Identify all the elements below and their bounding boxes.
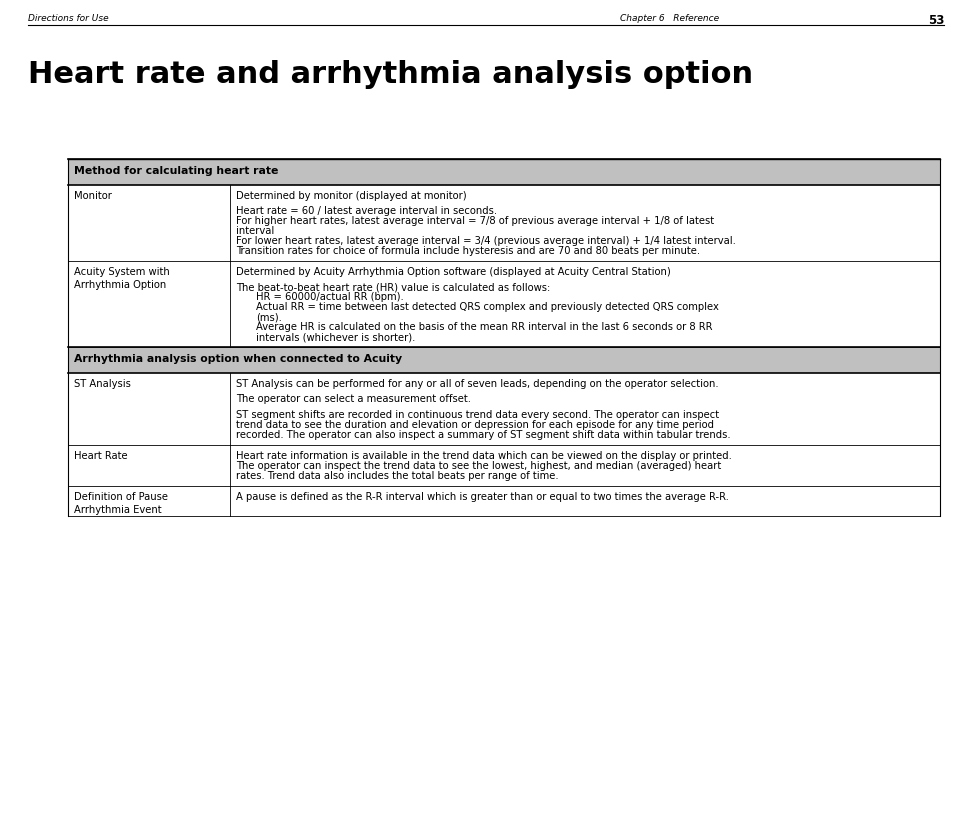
Text: Monitor: Monitor [74, 191, 112, 201]
Text: interval: interval [236, 226, 274, 236]
Text: rates. Trend data also includes the total beats per range of time.: rates. Trend data also includes the tota… [236, 470, 559, 480]
Bar [68, 347, 940, 374]
Text: recorded. The operator can also inspect a summary of ST segment shift data withi: recorded. The operator can also inspect … [236, 429, 731, 439]
Text: HR = 60000/actual RR (bpm).: HR = 60000/actual RR (bpm). [256, 292, 403, 302]
Text: Actual RR = time between last detected QRS complex and previously detected QRS c: Actual RR = time between last detected Q… [256, 302, 719, 312]
Text: Chapter 6   Reference: Chapter 6 Reference [620, 14, 719, 23]
Text: (ms).: (ms). [256, 312, 282, 322]
Text: The operator can select a measurement offset.: The operator can select a measurement of… [236, 394, 471, 404]
Text: For higher heart rates, latest average interval = 7/8 of previous average interv: For higher heart rates, latest average i… [236, 216, 714, 226]
Text: Transition rates for choice of formula include hysteresis and are 70 and 80 beat: Transition rates for choice of formula i… [236, 246, 700, 256]
Text: Arrhythmia analysis option when connected to Acuity: Arrhythmia analysis option when connecte… [74, 354, 402, 364]
Text: Heart rate = 60 / latest average interval in seconds.: Heart rate = 60 / latest average interva… [236, 206, 497, 216]
Text: Method for calculating heart rate: Method for calculating heart rate [74, 165, 278, 176]
Text: A pause is defined as the R-R interval which is greater than or equal to two tim: A pause is defined as the R-R interval w… [236, 491, 729, 501]
Text: Directions for Use: Directions for Use [28, 14, 109, 23]
Text: Heart rate and arrhythmia analysis option: Heart rate and arrhythmia analysis optio… [28, 60, 753, 88]
Text: ST segment shifts are recorded in continuous trend data every second. The operat: ST segment shifts are recorded in contin… [236, 409, 719, 419]
Text: For lower heart rates, latest average interval = 3/4 (previous average interval): For lower heart rates, latest average in… [236, 236, 736, 246]
Text: ST Analysis can be performed for any or all of seven leads, depending on the ope: ST Analysis can be performed for any or … [236, 379, 718, 389]
Text: Determined by monitor (displayed at monitor): Determined by monitor (displayed at moni… [236, 191, 467, 201]
Text: Definition of Pause
Arrhythmia Event: Definition of Pause Arrhythmia Event [74, 491, 168, 514]
Text: ST Analysis: ST Analysis [74, 379, 131, 389]
Bar [68, 160, 940, 186]
Text: The beat-to-beat heart rate (HR) value is calculated as follows:: The beat-to-beat heart rate (HR) value i… [236, 282, 550, 292]
Text: Heart rate information is available in the trend data which can be viewed on the: Heart rate information is available in t… [236, 450, 732, 460]
Text: Determined by Acuity Arrhythmia Option software (displayed at Acuity Central Sta: Determined by Acuity Arrhythmia Option s… [236, 267, 671, 277]
Text: Acuity System with
Arrhythmia Option: Acuity System with Arrhythmia Option [74, 267, 170, 289]
Text: The operator can inspect the trend data to see the lowest, highest, and median (: The operator can inspect the trend data … [236, 460, 721, 470]
Text: trend data to see the duration and elevation or depression for each episode for : trend data to see the duration and eleva… [236, 419, 714, 429]
Text: intervals (whichever is shorter).: intervals (whichever is shorter). [256, 332, 415, 342]
Text: Heart Rate: Heart Rate [74, 450, 127, 460]
Text: 53: 53 [927, 14, 944, 27]
Text: Average HR is calculated on the basis of the mean RR interval in the last 6 seco: Average HR is calculated on the basis of… [256, 322, 712, 332]
